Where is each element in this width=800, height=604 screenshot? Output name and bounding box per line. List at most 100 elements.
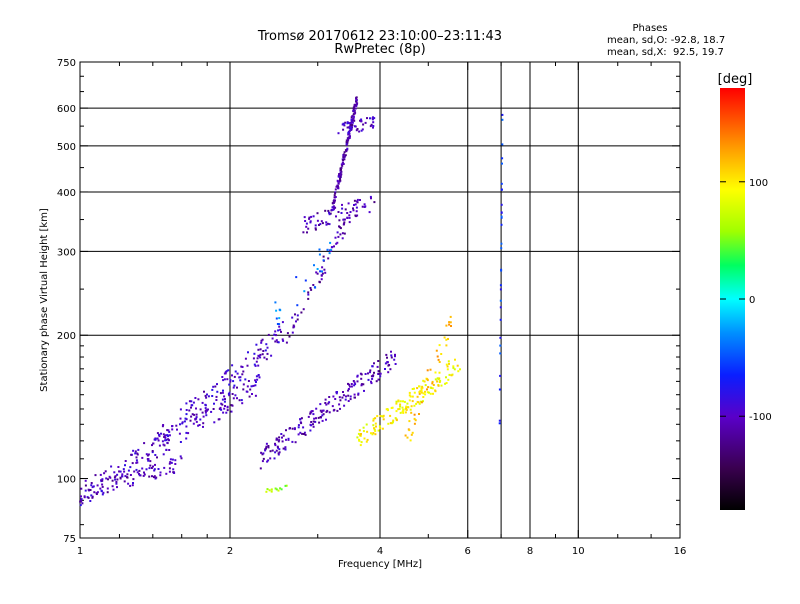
data-point [331, 405, 334, 408]
data-point [391, 421, 394, 424]
data-point [353, 396, 356, 399]
data-point [332, 202, 335, 204]
data-point [499, 318, 502, 321]
data-point [129, 466, 132, 469]
data-point [373, 117, 376, 120]
data-point [259, 353, 262, 356]
data-point [341, 207, 344, 210]
data-point [445, 363, 448, 366]
data-point [353, 103, 356, 106]
data-point [319, 403, 322, 406]
data-point [320, 278, 323, 281]
data-point [168, 467, 171, 470]
data-point [241, 402, 244, 405]
data-point [362, 426, 365, 429]
data-point [342, 159, 345, 162]
data-point [201, 411, 204, 414]
data-point [316, 219, 319, 222]
data-point [190, 400, 193, 403]
data-point [205, 414, 208, 417]
data-point [185, 431, 188, 434]
data-point [350, 383, 353, 385]
data-point [164, 436, 167, 439]
data-point [179, 455, 182, 458]
data-point [101, 493, 104, 496]
data-point [348, 214, 351, 217]
data-point [343, 404, 346, 407]
data-point [404, 408, 407, 411]
data-point [328, 223, 331, 226]
data-point [318, 224, 320, 226]
data-point [319, 416, 322, 418]
data-point [500, 203, 503, 206]
data-point [161, 440, 164, 443]
data-point [256, 378, 259, 381]
data-point [438, 381, 441, 383]
data-point [499, 299, 502, 302]
data-point [368, 211, 371, 214]
data-point [498, 388, 501, 391]
data-point [105, 477, 108, 480]
data-point [191, 404, 194, 407]
y-tick-label: 300 [57, 247, 76, 258]
data-point [179, 417, 182, 420]
data-point [190, 406, 192, 409]
data-point [356, 102, 359, 105]
data-point [228, 391, 231, 394]
colorbar-label: [deg] [718, 72, 753, 87]
x-tick-label: 1 [77, 546, 83, 557]
data-point [338, 226, 341, 229]
data-point [447, 360, 450, 363]
data-point [369, 117, 371, 120]
data-point [295, 276, 298, 279]
data-point [279, 328, 282, 331]
data-point [303, 216, 306, 219]
data-point [446, 368, 449, 371]
data-point [202, 422, 205, 425]
data-point [325, 418, 327, 421]
data-point [136, 471, 139, 474]
data-point [408, 391, 411, 394]
data-point [309, 287, 312, 289]
data-point [363, 203, 366, 206]
data-point [385, 408, 388, 411]
data-point [274, 340, 277, 343]
data-point [438, 361, 441, 363]
data-point [179, 408, 182, 411]
data-point [159, 474, 162, 477]
data-point [216, 383, 218, 386]
data-point [401, 406, 404, 409]
data-point [184, 417, 187, 420]
data-point [312, 413, 315, 416]
data-point [448, 373, 451, 376]
data-point [356, 380, 359, 383]
x-tick-label: 8 [527, 546, 533, 557]
data-point [366, 438, 369, 441]
data-point [501, 162, 503, 165]
data-point [319, 223, 322, 226]
data-point [91, 496, 94, 499]
data-point [352, 117, 355, 120]
data-point [420, 401, 423, 404]
data-point [347, 382, 349, 385]
data-point [309, 423, 312, 426]
data-point [500, 216, 503, 219]
data-point [240, 399, 243, 402]
y-tick-label: 500 [57, 142, 76, 153]
data-point [342, 391, 344, 393]
data-point [91, 495, 94, 498]
data-point [257, 348, 260, 351]
data-point [313, 417, 316, 420]
data-point [275, 449, 278, 452]
data-point [321, 270, 323, 273]
data-point [333, 199, 336, 202]
data-point [192, 422, 195, 425]
data-point [362, 430, 365, 433]
data-point [126, 473, 129, 476]
data-point [365, 423, 368, 426]
data-point [113, 476, 116, 479]
data-point [352, 380, 355, 382]
data-point [329, 212, 332, 215]
data-point [282, 447, 285, 450]
data-point [352, 109, 355, 112]
